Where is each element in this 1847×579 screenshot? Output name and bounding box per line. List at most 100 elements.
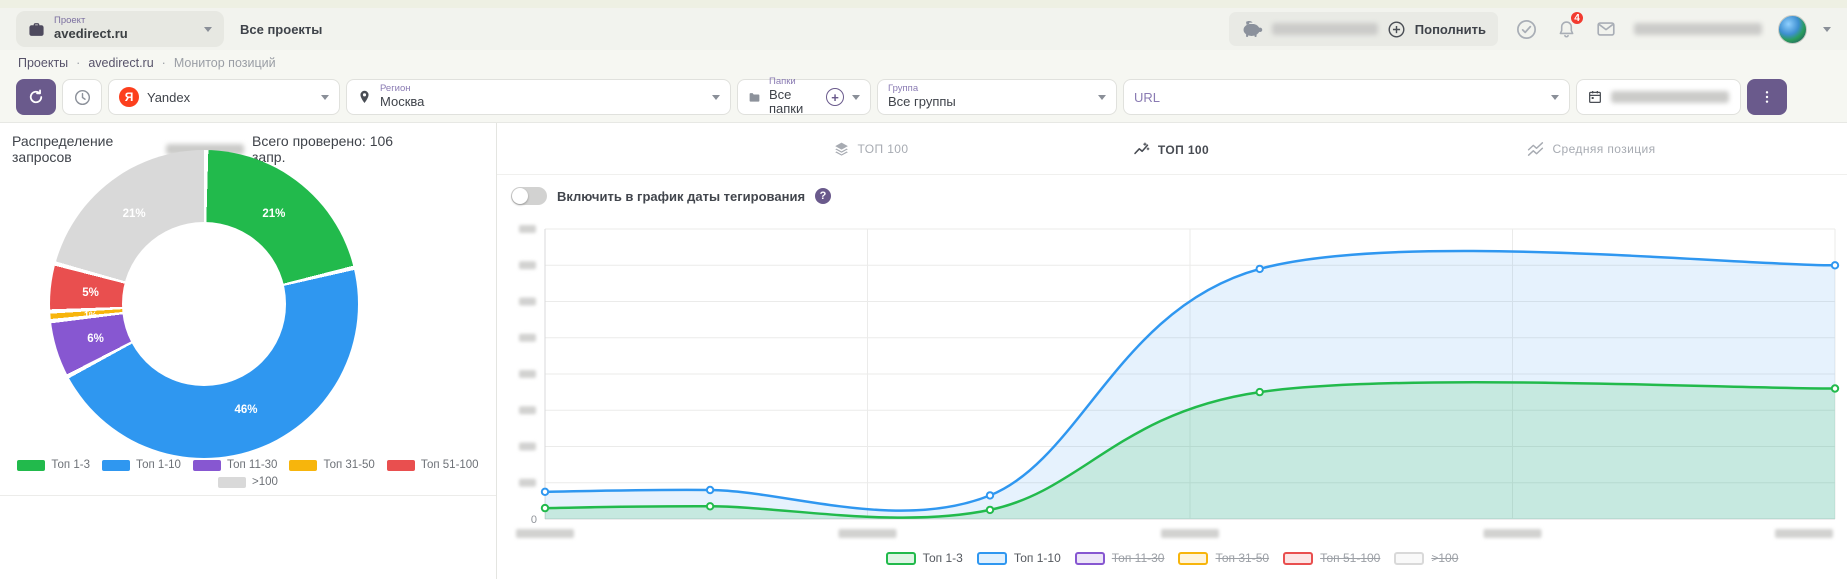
legend-swatch — [885, 551, 916, 565]
chart-panel: ТОП 100 ТОП 100 Средняя позиция Включить в… — [497, 123, 1847, 579]
region-value: Москва — [380, 93, 425, 109]
chart-tabs: ТОП 100 ТОП 100 Средняя позиция — [497, 123, 1847, 175]
positions-line-chart[interactable]: 0 — [501, 215, 1841, 551]
donut-legend-item[interactable]: Топ 1-10 — [101, 459, 181, 471]
topup-button[interactable]: Пополнить — [1414, 21, 1486, 37]
add-folder-button[interactable]: + — [826, 88, 844, 106]
legend-label: Топ 1-3 — [922, 551, 963, 565]
folders-value: Все папки — [769, 86, 804, 117]
legend-swatch — [386, 459, 415, 471]
notifications-button[interactable]: 4 — [1554, 10, 1585, 41]
donut-percent-label: 1% — [83, 309, 98, 320]
balance-amount-redacted — [1271, 23, 1378, 35]
search-engine-value: Yandex — [147, 89, 191, 105]
chart-legend-item[interactable]: Топ 1-3 — [885, 551, 963, 565]
legend-swatch — [1394, 551, 1425, 565]
donut-legend-row: Топ 1-3 Топ 1-10 Топ 11-30 Топ 31-50 Топ 51-… — [0, 459, 496, 471]
breadcrumb-projects[interactable]: Проекты — [18, 56, 69, 70]
donut-legend-item[interactable]: Топ 11-30 — [192, 459, 278, 471]
clock-icon — [74, 89, 90, 105]
legend-label: Топ 1-10 — [135, 459, 181, 471]
breadcrumb-separator: · — [161, 56, 166, 70]
line-chart-legend: Топ 1-3 Топ 1-10 Топ 11-30 Топ 31-50 Топ 51-… — [497, 551, 1847, 565]
donut-legend-item[interactable]: Топ 51-100 — [386, 459, 479, 471]
chevron-down-icon — [321, 94, 329, 100]
tab-1-active[interactable]: ТОП 100 — [1133, 141, 1209, 158]
more-actions-button[interactable] — [1747, 79, 1787, 115]
history-button[interactable] — [62, 79, 102, 115]
chart-legend-item-disabled[interactable]: >100 — [1394, 551, 1458, 565]
breadcrumb: Проекты · avedirect.ru · Монитор позиций — [0, 50, 1847, 72]
messages-button[interactable] — [1594, 17, 1618, 41]
donut-legend-item[interactable]: Топ 1-3 — [17, 459, 90, 471]
tagging-dates-toggle[interactable] — [511, 187, 547, 205]
bell-icon — [1559, 20, 1573, 38]
legend-label: >100 — [252, 476, 278, 488]
notification-badge: 4 — [1569, 10, 1585, 26]
group-select[interactable]: Группа Все группы — [877, 79, 1117, 115]
folders-select[interactable]: Папки Все папки + — [737, 76, 871, 117]
refresh-button[interactable] — [16, 79, 56, 115]
chart-legend-item[interactable]: Топ 1-10 — [976, 551, 1061, 565]
calendar-icon — [1589, 91, 1601, 103]
chevron-down-icon — [712, 94, 720, 100]
chevron-down-icon — [204, 26, 212, 32]
date-range-redacted — [1611, 91, 1729, 103]
legend-swatch — [218, 476, 247, 488]
group-value: Все группы — [888, 93, 956, 109]
check-circle-icon — [1516, 19, 1536, 39]
distribution-panel: Распределение запросов Всего проверено: … — [0, 123, 497, 579]
project-label: Проект — [54, 15, 86, 27]
piggy-bank-icon — [1243, 20, 1263, 37]
chart-legend-item-disabled[interactable]: Топ 51-100 — [1283, 551, 1380, 565]
avatar[interactable] — [1778, 14, 1807, 44]
tagging-toggle-row: Включить в график даты тегирования ? — [511, 187, 832, 205]
chart-legend-item-disabled[interactable]: Топ 11-30 — [1074, 551, 1165, 565]
group-select-text: Группа Все группы — [888, 83, 956, 110]
breadcrumb-separator: · — [76, 56, 81, 70]
chevron-down-icon — [1098, 94, 1106, 100]
tab-label: ТОП 100 — [857, 142, 909, 156]
all-projects-link[interactable]: Все проекты — [240, 21, 323, 37]
plus-circle-icon[interactable] — [1387, 20, 1406, 39]
legend-label: Топ 11-30 — [1111, 551, 1165, 565]
kebab-menu-icon — [1765, 91, 1769, 103]
legend-label: Топ 31-50 — [323, 459, 375, 471]
account-menu-chevron-icon[interactable] — [1823, 26, 1831, 32]
balance-widget[interactable]: Пополнить — [1228, 12, 1498, 46]
donut-legend-item[interactable]: >100 — [218, 476, 278, 488]
tasks-check-button[interactable] — [1514, 17, 1538, 41]
legend-label: >100 — [1431, 551, 1459, 565]
line-chart-svg: 0 — [516, 225, 1840, 538]
chevron-down-icon — [852, 94, 860, 100]
tab-2[interactable]: Средняя позиция — [1526, 141, 1655, 157]
project-selector-text: Проект avedirect.ru — [54, 15, 195, 42]
donut-chart[interactable]: 21% 46% 6% 1% 5% 21% — [50, 150, 358, 458]
chart-legend-item-disabled[interactable]: Топ 31-50 — [1178, 551, 1269, 565]
briefcase-icon — [29, 22, 44, 36]
tagging-toggle-label: Включить в график даты тегирования — [557, 188, 806, 204]
distribution-title: Распределение запросов — [12, 133, 114, 165]
refresh-icon — [29, 89, 43, 104]
avg-position-icon — [1526, 141, 1544, 157]
legend-label: Топ 11-30 — [226, 459, 278, 471]
region-select[interactable]: Регион Москва — [346, 79, 731, 115]
breadcrumb-site[interactable]: avedirect.ru — [88, 56, 154, 70]
legend-swatch — [289, 459, 318, 471]
region-select-text: Регион Москва — [380, 83, 425, 110]
top-strip — [0, 0, 1847, 8]
project-selector[interactable]: Проект avedirect.ru — [16, 11, 224, 47]
tab-0[interactable]: ТОП 100 — [834, 141, 909, 157]
donut-percent-label: 6% — [87, 333, 104, 346]
date-range-picker[interactable] — [1576, 79, 1741, 115]
donut-legend-item[interactable]: Топ 31-50 — [289, 459, 375, 471]
url-select[interactable]: URL — [1123, 79, 1570, 115]
project-name: avedirect.ru — [54, 25, 128, 41]
search-engine-select[interactable]: Я Yandex — [108, 79, 340, 115]
map-pin-icon — [360, 90, 369, 103]
top-bar: Проект avedirect.ru Все проекты Пополнит… — [0, 8, 1847, 50]
help-icon[interactable]: ? — [815, 188, 832, 204]
donut-percent-label: 21% — [262, 207, 286, 220]
distribution-date-redacted — [166, 143, 244, 155]
